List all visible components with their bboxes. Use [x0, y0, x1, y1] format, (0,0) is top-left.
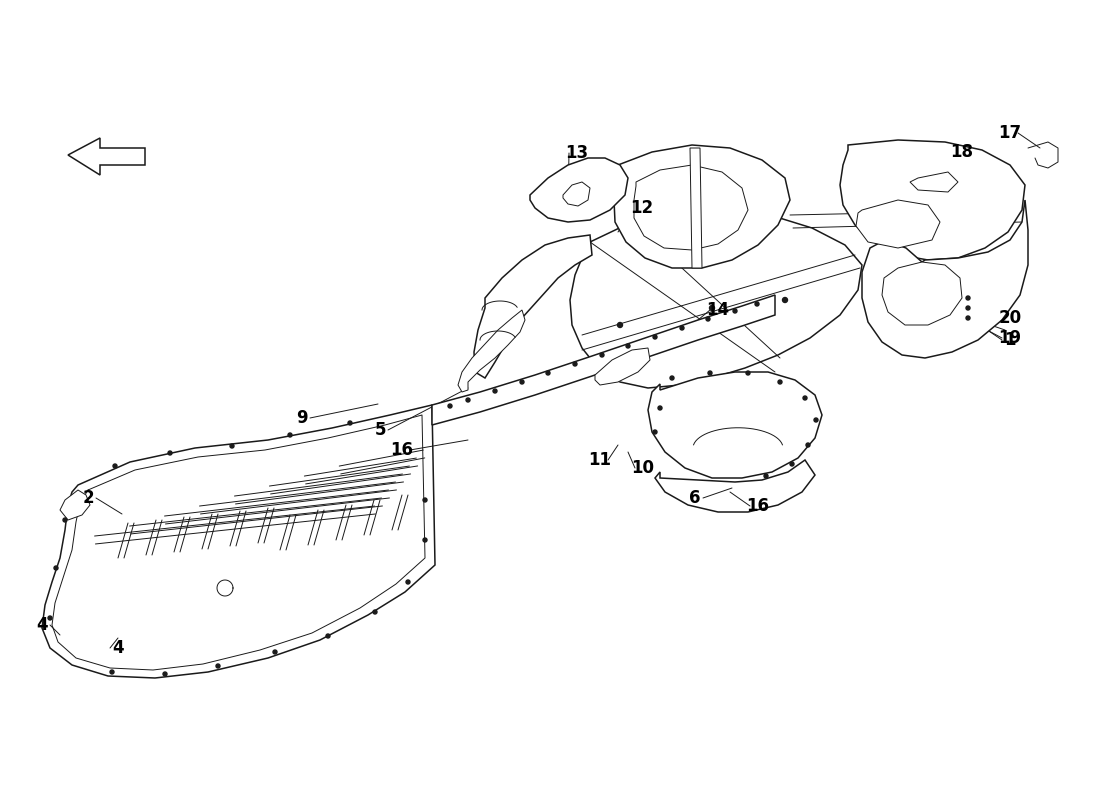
Circle shape — [216, 664, 220, 668]
Polygon shape — [458, 310, 525, 392]
Text: 17: 17 — [999, 124, 1022, 142]
Circle shape — [617, 322, 623, 327]
Circle shape — [63, 518, 67, 522]
Circle shape — [48, 616, 52, 620]
Circle shape — [168, 451, 172, 455]
Circle shape — [288, 433, 292, 437]
Circle shape — [448, 404, 452, 408]
Circle shape — [782, 298, 788, 302]
Circle shape — [710, 306, 715, 310]
Text: 4: 4 — [112, 639, 124, 657]
Circle shape — [600, 353, 604, 357]
Circle shape — [493, 389, 497, 393]
Circle shape — [706, 317, 710, 321]
Polygon shape — [882, 262, 962, 325]
Text: 12: 12 — [630, 199, 653, 217]
Circle shape — [966, 316, 970, 320]
Circle shape — [54, 566, 58, 570]
Circle shape — [326, 634, 330, 638]
Circle shape — [348, 421, 352, 425]
Circle shape — [424, 498, 427, 502]
Text: 1: 1 — [1004, 331, 1015, 349]
Circle shape — [520, 380, 524, 384]
Text: 6: 6 — [690, 489, 701, 507]
Circle shape — [966, 306, 970, 310]
Circle shape — [790, 462, 794, 466]
Text: 13: 13 — [565, 144, 588, 162]
Circle shape — [653, 430, 657, 434]
Text: 16: 16 — [390, 441, 414, 459]
Circle shape — [466, 398, 470, 402]
Circle shape — [803, 396, 807, 400]
Circle shape — [806, 443, 810, 447]
Text: 5: 5 — [374, 421, 386, 439]
Polygon shape — [648, 372, 822, 478]
Text: 10: 10 — [631, 459, 654, 477]
Circle shape — [653, 335, 657, 339]
Circle shape — [406, 580, 410, 584]
Circle shape — [573, 362, 578, 366]
Polygon shape — [474, 235, 592, 378]
Polygon shape — [530, 158, 628, 222]
Circle shape — [733, 309, 737, 313]
Polygon shape — [862, 200, 1028, 358]
Circle shape — [230, 444, 234, 448]
Polygon shape — [60, 490, 90, 520]
Circle shape — [814, 418, 818, 422]
Circle shape — [680, 326, 684, 330]
Circle shape — [110, 670, 114, 674]
Circle shape — [746, 371, 750, 375]
Text: 9: 9 — [296, 409, 308, 427]
Polygon shape — [690, 148, 702, 268]
Polygon shape — [856, 200, 940, 248]
Text: 18: 18 — [950, 143, 974, 161]
Circle shape — [966, 296, 970, 300]
Circle shape — [658, 406, 662, 410]
Circle shape — [273, 650, 277, 654]
Polygon shape — [840, 140, 1025, 260]
Text: 19: 19 — [999, 329, 1022, 347]
Circle shape — [626, 344, 630, 348]
Polygon shape — [595, 348, 650, 385]
Circle shape — [373, 610, 377, 614]
Polygon shape — [634, 165, 748, 250]
Circle shape — [424, 538, 427, 542]
Polygon shape — [570, 208, 862, 388]
Circle shape — [778, 380, 782, 384]
Circle shape — [113, 464, 117, 468]
Polygon shape — [432, 295, 776, 425]
Text: 4: 4 — [36, 616, 47, 634]
Circle shape — [764, 474, 768, 478]
Text: 20: 20 — [999, 309, 1022, 327]
Text: 2: 2 — [82, 489, 94, 507]
Circle shape — [708, 371, 712, 375]
Polygon shape — [654, 460, 815, 512]
Polygon shape — [910, 172, 958, 192]
Polygon shape — [68, 138, 145, 175]
Circle shape — [755, 302, 759, 306]
Text: 14: 14 — [706, 301, 729, 319]
Text: 11: 11 — [588, 451, 612, 469]
Polygon shape — [42, 405, 435, 678]
Circle shape — [670, 376, 674, 380]
Polygon shape — [614, 145, 790, 268]
Circle shape — [546, 371, 550, 375]
Text: 16: 16 — [747, 497, 770, 515]
Polygon shape — [563, 182, 590, 206]
Circle shape — [163, 672, 167, 676]
